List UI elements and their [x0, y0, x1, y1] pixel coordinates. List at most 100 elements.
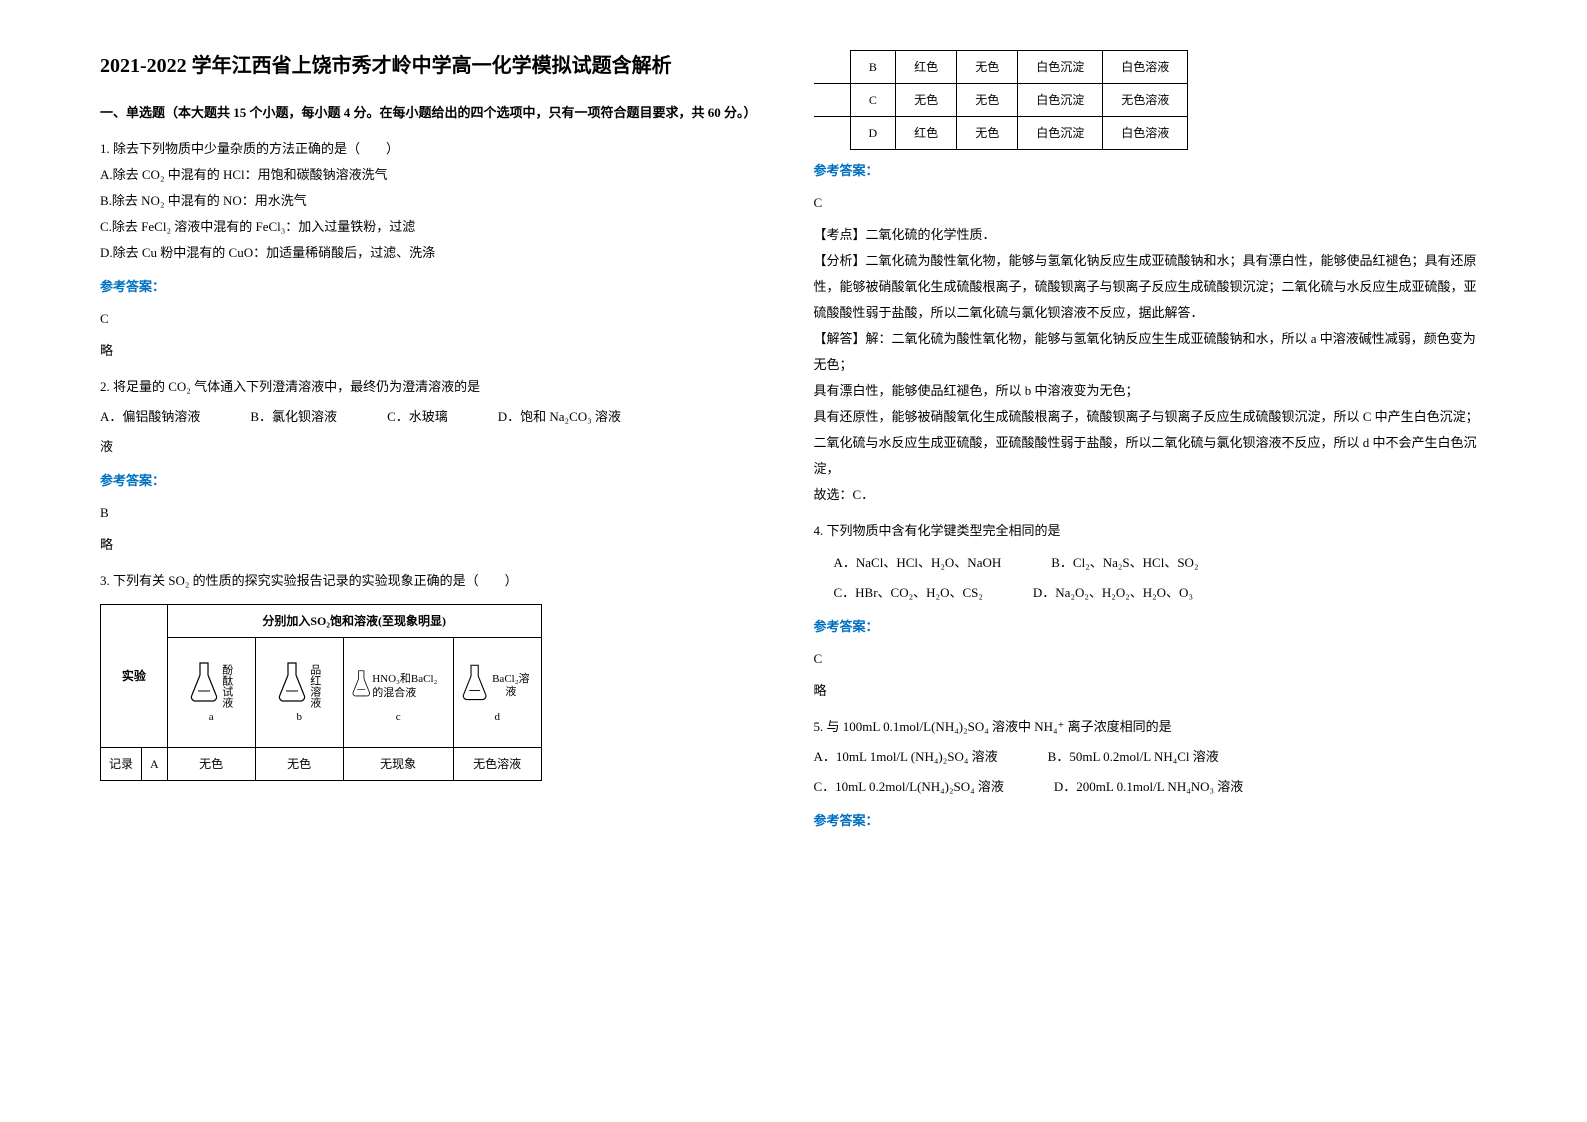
- solution: 【解答】解：二氧化硫为酸性氧化物，能够与氢氧化钠反应生生成亚硫酸钠和水，所以 a…: [814, 326, 1488, 378]
- flask-a: 酚酞试液 a: [167, 638, 255, 748]
- q2-extra: 液: [100, 434, 774, 460]
- cell: 无色: [957, 51, 1018, 84]
- question-2: 2. 将足量的 CO₂ 气体通入下列澄清溶液中，最终仍为澄清溶液的是 A．偏铝酸…: [100, 374, 774, 558]
- q5-opt-b: B．50mL 0.2mol/L NH₄Cl 溶液: [1048, 744, 1219, 770]
- cell: 无色溶液: [453, 748, 541, 781]
- blank-cell: [814, 117, 851, 150]
- cell: 白色溶液: [1103, 51, 1188, 84]
- flask-letter: d: [494, 711, 500, 724]
- flask-b: 品红溶液 b: [255, 638, 343, 748]
- flask-label: 酚酞试液: [220, 664, 233, 708]
- q4-stem: 4. 下列物质中含有化学键类型完全相同的是: [814, 518, 1488, 544]
- q4-opt-b: B．Cl₂、Na₂S、HCl、SO₂: [1051, 550, 1198, 576]
- q3-answer: C: [814, 190, 1488, 216]
- table-row: B 红色 无色 白色沉淀 白色溶液: [814, 51, 1188, 84]
- fx-label: 【分析】: [814, 253, 866, 268]
- analysis: 【分析】二氧化硫为酸性氧化物，能够与氢氧化钠反应生成亚硫酸钠和水；具有漂白性，能…: [814, 248, 1488, 326]
- q1-opt-a: A.除去 CO₂ 中混有的 HCl：用饱和碳酸钠溶液洗气: [100, 162, 774, 188]
- q5-stem: 5. 与 100mL 0.1mol/L(NH₄)₂SO₄ 溶液中 NH₄⁺ 离子…: [814, 714, 1488, 740]
- q1-stem: 1. 除去下列物质中少量杂质的方法正确的是（ ）: [100, 136, 774, 162]
- jd-text4: 二氧化硫与水反应生成亚硫酸，亚硫酸酸性弱于盐酸，所以二氧化硫与氯化钡溶液不反应，…: [814, 430, 1488, 482]
- question-1: 1. 除去下列物质中少量杂质的方法正确的是（ ） A.除去 CO₂ 中混有的 H…: [100, 136, 774, 364]
- question-4: 4. 下列物质中含有化学键类型完全相同的是 A．NaCl、HCl、H₂O、NaO…: [814, 518, 1488, 704]
- fx-text: 二氧化硫为酸性氧化物，能够与氢氧化钠反应生成亚硫酸钠和水；具有漂白性，能够使品红…: [814, 253, 1477, 320]
- q2-options: A．偏铝酸钠溶液 B．氯化钡溶液 C．水玻璃 D．饱和 Na₂CO₃ 溶液: [100, 404, 774, 430]
- cell: 无色: [957, 84, 1018, 117]
- flask-label: BaCl₂溶液: [489, 673, 533, 699]
- q4-options: A．NaCl、HCl、H₂O、NaOH B．Cl₂、Na₂S、HCl、SO₂ C…: [814, 550, 1488, 606]
- q4-opt-d: D．Na₂O₂、H₂O₂、H₂O、O₃: [1033, 580, 1193, 606]
- cell: 无色: [255, 748, 343, 781]
- flask-icon: [462, 661, 487, 711]
- left-column: 2021-2022 学年江西省上饶市秀才岭中学高一化学模拟试题含解析 一、单选题…: [100, 50, 774, 1072]
- row-label: 记录: [101, 748, 142, 781]
- th-condition: 分别加入SO₂饱和溶液(至现象明显): [167, 605, 541, 638]
- cell-id: D: [850, 117, 896, 150]
- answer-label: 参考答案：: [814, 808, 1488, 834]
- q5-opt-a: A．10mL 1mol/L (NH₄)₂SO₄ 溶液: [814, 744, 998, 770]
- flask-icon: [190, 661, 218, 711]
- kd-label: 【考点】: [814, 227, 866, 242]
- q5-opt-d: D．200mL 0.1mol/L NH₄NO₃ 溶液: [1054, 774, 1243, 800]
- q4-opt-c: C．HBr、CO₂、H₂O、CS₂: [834, 580, 983, 606]
- cell: 无色: [167, 748, 255, 781]
- jd-label: 【解答】: [814, 331, 866, 346]
- q2-opt-c: C．水玻璃: [387, 404, 448, 430]
- q1-note: 略: [100, 338, 774, 364]
- flask-icon: [278, 661, 306, 711]
- answer-label: 参考答案：: [100, 274, 774, 300]
- table-row: 记录 A 无色 无色 无现象 无色溶液: [101, 748, 542, 781]
- cell: 白色沉淀: [1018, 84, 1103, 117]
- flask-d: BaCl₂溶液 d: [453, 638, 541, 748]
- kd-text: 二氧化硫的化学性质．: [866, 227, 996, 242]
- section-heading: 一、单选题（本大题共 15 个小题，每小题 4 分。在每小题给出的四个选项中，只…: [100, 100, 774, 126]
- right-column: B 红色 无色 白色沉淀 白色溶液 C 无色 无色 白色沉淀 无色溶液 D 红色…: [814, 50, 1488, 1072]
- q2-stem: 2. 将足量的 CO₂ 气体通入下列澄清溶液中，最终仍为澄清溶液的是: [100, 374, 774, 400]
- cell: 无现象: [343, 748, 453, 781]
- jd-text2: 具有漂白性，能够使品红褪色，所以 b 中溶液变为无色；: [814, 378, 1488, 404]
- q1-opt-d: D.除去 Cu 粉中混有的 CuO：加适量稀硝酸后，过滤、洗涤: [100, 240, 774, 266]
- flask-icon: [352, 661, 371, 711]
- flask-letter: c: [396, 711, 401, 724]
- q4-answer: C: [814, 646, 1488, 672]
- cell-id: C: [850, 84, 896, 117]
- table-row: 酚酞试液 a 品红溶液 b: [101, 638, 542, 748]
- flask-letter: a: [209, 711, 214, 724]
- q3-stem: 3. 下列有关 SO₂ 的性质的探究实验报告记录的实验现象正确的是（ ）: [100, 568, 774, 594]
- cell: 无色溶液: [1103, 84, 1188, 117]
- cell: 无色: [896, 84, 957, 117]
- cell: 白色沉淀: [1018, 51, 1103, 84]
- q2-answer: B: [100, 500, 774, 526]
- q1-opt-b: B.除去 NO₂ 中混有的 NO：用水洗气: [100, 188, 774, 214]
- cell: 白色沉淀: [1018, 117, 1103, 150]
- flask-label: HNO₃和BaCl₂的混合液: [372, 672, 444, 701]
- q2-opt-b: B．氯化钡溶液: [250, 404, 337, 430]
- jd-text1: 解：二氧化硫为酸性氧化物，能够与氢氧化钠反应生生成亚硫酸钠和水，所以 a 中溶液…: [814, 331, 1476, 372]
- q5-opt-c: C．10mL 0.2mol/L(NH₄)₂SO₄ 溶液: [814, 774, 1004, 800]
- answer-label: 参考答案：: [100, 468, 774, 494]
- q1-answer: C: [100, 306, 774, 332]
- flask-label: 品红溶液: [308, 664, 321, 708]
- answer-label: 参考答案：: [814, 158, 1488, 184]
- th-experiment: 实验: [101, 605, 168, 748]
- q2-opt-a: A．偏铝酸钠溶液: [100, 404, 200, 430]
- question-5: 5. 与 100mL 0.1mol/L(NH₄)₂SO₄ 溶液中 NH₄⁺ 离子…: [814, 714, 1488, 834]
- page-title: 2021-2022 学年江西省上饶市秀才岭中学高一化学模拟试题含解析: [100, 50, 774, 82]
- jd-text3: 具有还原性，能够被硝酸氧化生成硫酸根离子，硫酸钡离子与钡离子反应生成硫酸钡沉淀，…: [814, 404, 1488, 430]
- table-row: C 无色 无色 白色沉淀 无色溶液: [814, 84, 1188, 117]
- flask-letter: b: [296, 711, 302, 724]
- blank-cell: [814, 84, 851, 117]
- flask-c: HNO₃和BaCl₂的混合液 c: [343, 638, 453, 748]
- exam-point: 【考点】二氧化硫的化学性质．: [814, 222, 1488, 248]
- q2-note: 略: [100, 532, 774, 558]
- cell-id: A: [142, 748, 168, 781]
- jd-text5: 故选：C．: [814, 482, 1488, 508]
- cell: 红色: [896, 51, 957, 84]
- cell-id: B: [850, 51, 896, 84]
- q4-opt-a: A．NaCl、HCl、H₂O、NaOH: [834, 550, 1002, 576]
- q2-opt-d: D．饱和 Na₂CO₃ 溶液: [498, 404, 621, 430]
- answer-label: 参考答案：: [814, 614, 1488, 640]
- q4-note: 略: [814, 678, 1488, 704]
- experiment-table: 实验 分别加入SO₂饱和溶液(至现象明显) 酚酞试液 a: [100, 604, 542, 781]
- table-row: D 红色 无色 白色沉淀 白色溶液: [814, 117, 1188, 150]
